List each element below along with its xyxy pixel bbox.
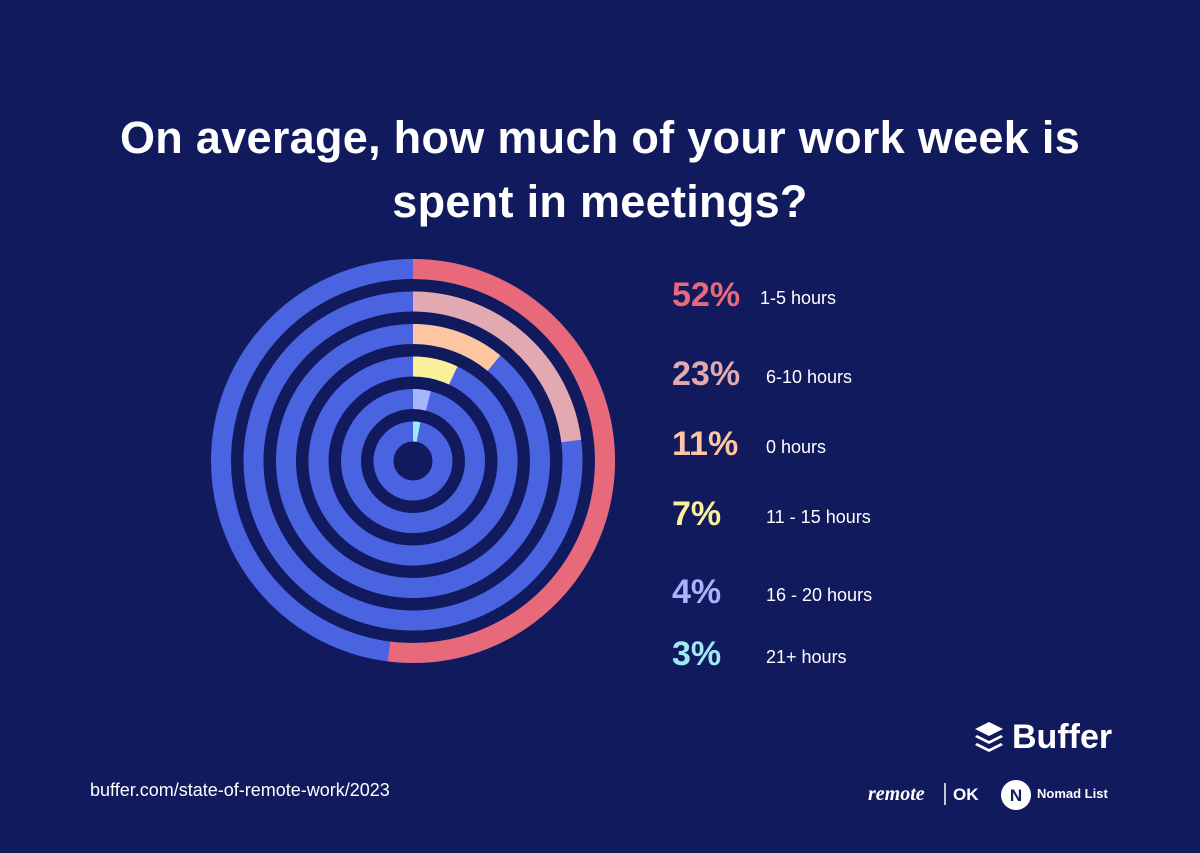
ring-arc — [412, 421, 421, 442]
source: buffer.com/state-of-remote-work/2023 — [90, 780, 390, 800]
legend-value: 23% — [672, 355, 740, 393]
legend-value: 3% — [672, 635, 721, 673]
legend-value: 4% — [672, 573, 721, 611]
legend-label: 21+ hours — [766, 647, 847, 667]
legend-value: 11% — [672, 425, 738, 463]
ring-arc — [412, 324, 501, 372]
ring-track — [341, 389, 485, 533]
brand: Buffer — [1012, 718, 1113, 756]
nomad-icon-letter: N — [1010, 786, 1022, 805]
ring-arc — [387, 259, 615, 663]
partner-logo: remote — [868, 783, 925, 805]
partner-logo: OK — [953, 785, 979, 804]
buffer-icon — [975, 722, 1003, 752]
ring-arc — [412, 389, 431, 411]
legend-label: 16 - 20 hours — [766, 585, 872, 605]
legend-label: 11 - 15 hours — [766, 507, 871, 527]
nomad-icon — [1001, 780, 1031, 810]
legend-value: 52% — [672, 276, 740, 314]
legend-label: 1-5 hours — [760, 288, 836, 308]
ring-arc — [412, 356, 458, 385]
partner-logo: Nomad List — [1037, 786, 1108, 801]
legend-label: 6-10 hours — [766, 367, 852, 387]
ring-arc — [412, 291, 582, 443]
legend-value: 7% — [672, 495, 721, 533]
chart-title: On average, how much of your work week i… — [119, 112, 1081, 227]
legend-label: 0 hours — [766, 437, 826, 457]
